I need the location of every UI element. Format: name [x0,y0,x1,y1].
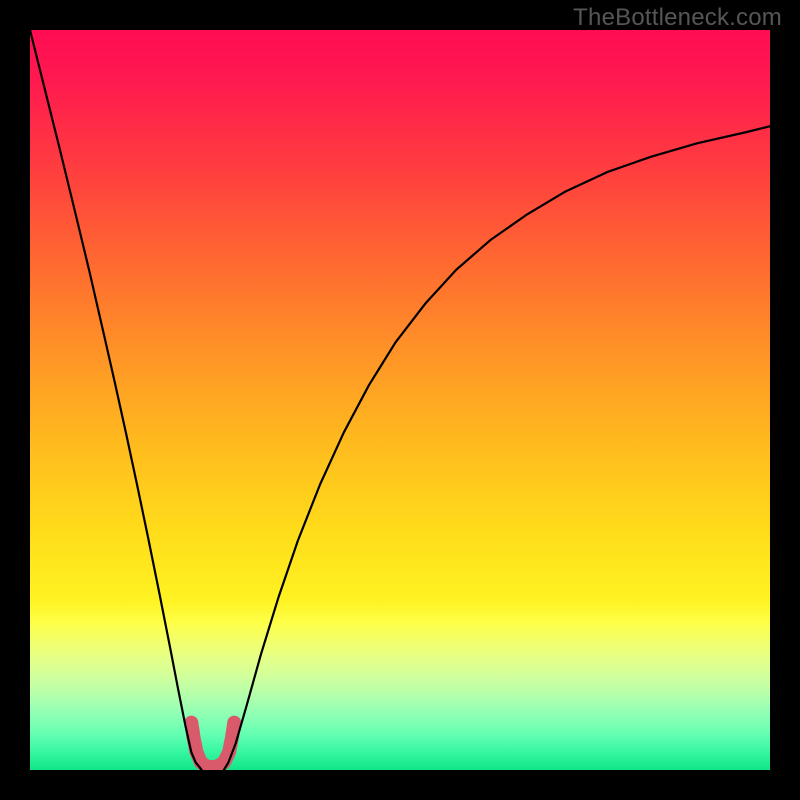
bottleneck-chart [30,30,770,770]
watermark-text: TheBottleneck.com [573,4,782,32]
chart-container: TheBottleneck.com [0,0,800,800]
plot-area [30,30,770,770]
gradient-background [30,30,770,770]
